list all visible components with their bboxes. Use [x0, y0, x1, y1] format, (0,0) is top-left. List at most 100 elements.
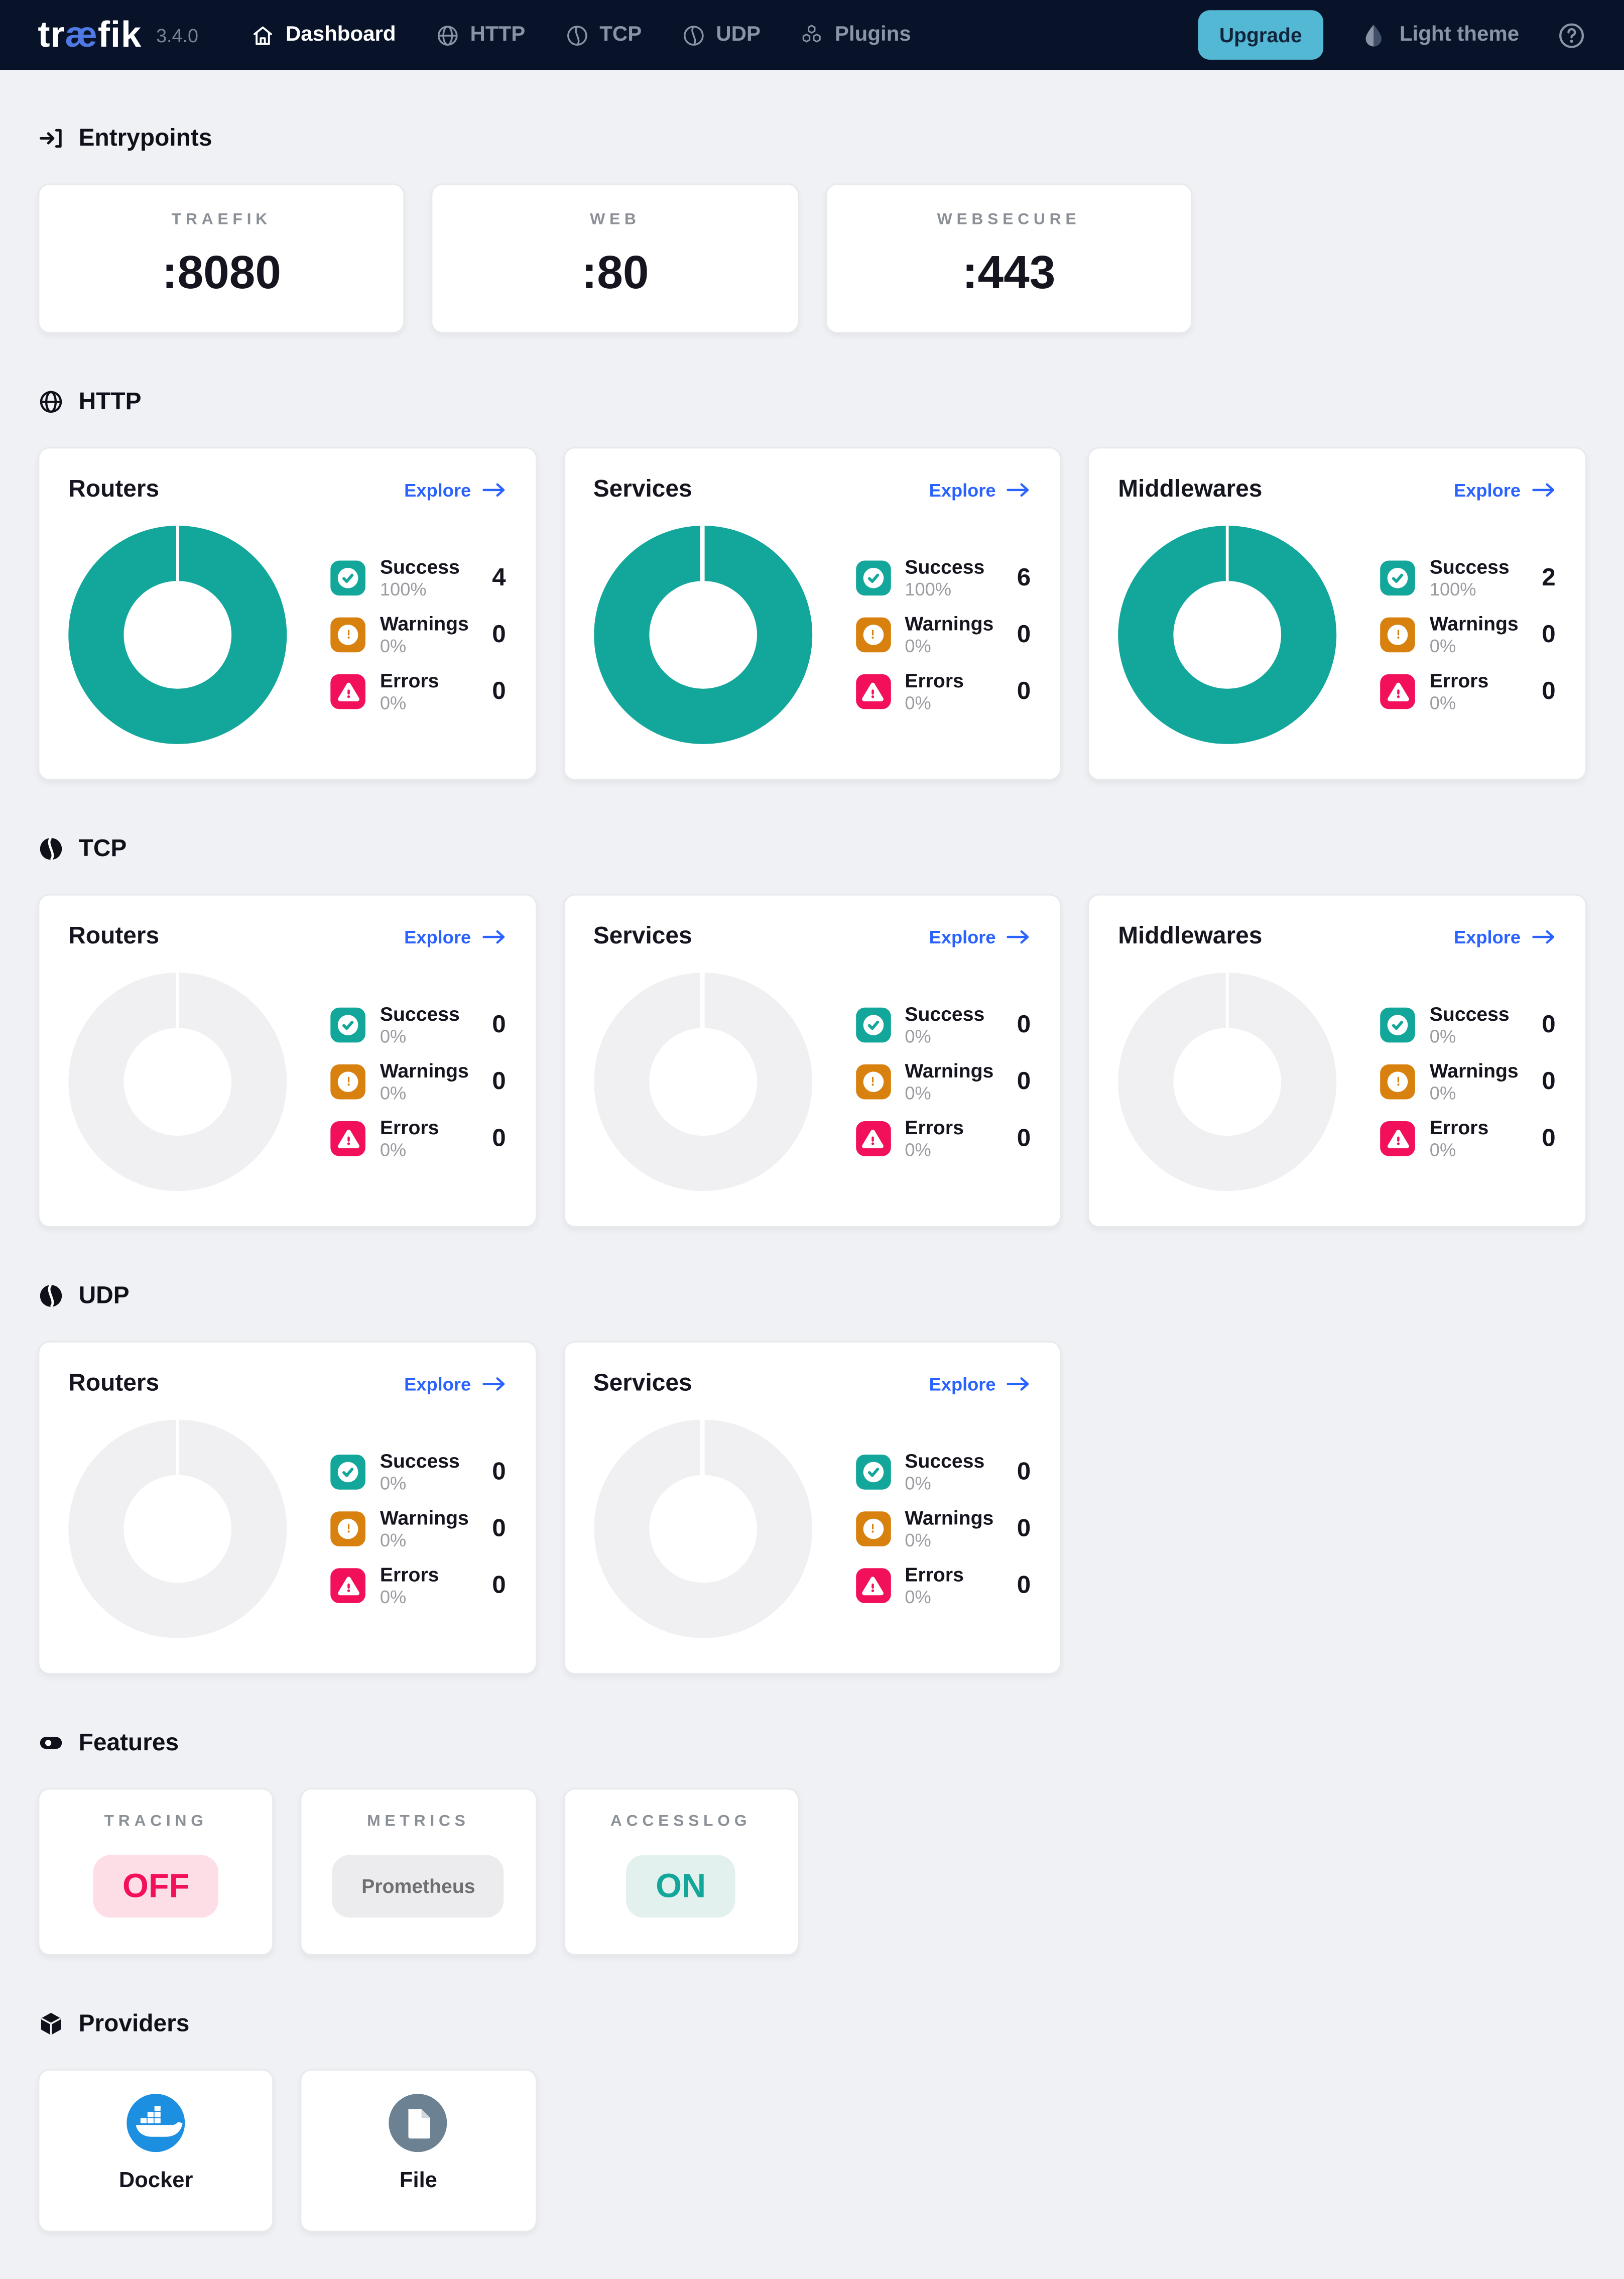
- legend-row: Errors 0% 0: [855, 670, 1031, 713]
- legend-value: 0: [492, 1514, 506, 1542]
- udp-icon: [683, 25, 704, 45]
- donut-chart: [1118, 525, 1337, 744]
- legend-percent: 0%: [380, 1473, 407, 1494]
- feature-name: ACCESSLOG: [610, 1813, 752, 1831]
- card-title: Middlewares: [1118, 476, 1263, 503]
- legend-row: Errors 0% 0: [1380, 670, 1556, 713]
- docker-icon: [127, 2094, 185, 2152]
- legend-percent: 0%: [905, 636, 931, 657]
- legend-percent: 0%: [905, 1026, 931, 1047]
- legend-value: 0: [1017, 1010, 1031, 1038]
- nav-item-label: TCP: [599, 23, 642, 47]
- explore-link[interactable]: Explore: [404, 927, 506, 947]
- main-nav: Dashboard HTTP TCP UDP Plugins: [251, 23, 911, 47]
- legend-row: Errors 0% 0: [1380, 1117, 1556, 1161]
- theme-toggle[interactable]: Light theme: [1360, 21, 1520, 49]
- feature-card-metrics: METRICS Prometheus: [300, 1788, 537, 1956]
- explore-label: Explore: [929, 926, 996, 947]
- explore-label: Explore: [929, 479, 996, 501]
- provider-name: File: [399, 2168, 437, 2193]
- donut-chart: [593, 973, 812, 1191]
- arrow-right-icon: [481, 930, 504, 944]
- legend-label: Errors: [380, 1117, 439, 1139]
- success-icon: [855, 560, 891, 595]
- explore-link[interactable]: Explore: [404, 480, 506, 500]
- legend-label: Errors: [380, 670, 439, 692]
- nav-item-tcp[interactable]: TCP: [565, 23, 642, 47]
- legend-row: Errors 0% 0: [330, 670, 506, 713]
- legend-label: Warnings: [905, 1060, 994, 1082]
- providers-package-icon: [41, 2012, 61, 2035]
- legend-label: Success: [905, 1003, 985, 1025]
- legend-label: Success: [380, 556, 460, 578]
- tcp-section-icon: [40, 837, 62, 861]
- nav-item-plugins[interactable]: Plugins: [800, 23, 911, 47]
- explore-link[interactable]: Explore: [929, 479, 1031, 501]
- error-icon: [855, 1121, 891, 1156]
- explore-link[interactable]: Explore: [1454, 480, 1556, 500]
- donut-legend: Success 100% 2 Warnings 0% 0 Errors 0% 0: [1380, 556, 1556, 713]
- legend-label: Success: [905, 556, 985, 578]
- legend-percent: 0%: [380, 1587, 407, 1608]
- donut-legend: Success 100% 6 Warnings 0% 0 Errors 0% 0: [855, 556, 1031, 713]
- legend-percent: 0%: [380, 636, 407, 657]
- section-title: TCP: [78, 835, 127, 862]
- feature-name: METRICS: [367, 1813, 470, 1831]
- warning-icon: [330, 617, 365, 653]
- explore-link[interactable]: Explore: [929, 927, 1031, 947]
- http-globe-icon: [40, 391, 62, 413]
- features-toggle-icon: [40, 1737, 62, 1749]
- explore-link[interactable]: Explore: [929, 1374, 1031, 1394]
- providers-row: Docker File: [38, 2069, 1586, 2232]
- donut-chart: [593, 525, 812, 744]
- legend-percent: 0%: [905, 1587, 931, 1608]
- card-title: Middlewares: [1118, 923, 1263, 949]
- entrypoint-card-traefik: TRAEFIK :8080: [38, 183, 406, 334]
- success-icon: [855, 1007, 891, 1043]
- legend-value: 0: [492, 1010, 506, 1038]
- providers-section-heading: Providers: [38, 2008, 1586, 2040]
- dashboard-main: Entrypoints TRAEFIK :8080 WEB :80 WEBSEC…: [0, 123, 1624, 2279]
- success-icon: [1380, 1007, 1415, 1043]
- success-icon: [855, 1454, 891, 1490]
- explore-link[interactable]: Explore: [1454, 927, 1556, 947]
- nav-item-dashboard[interactable]: Dashboard: [251, 23, 396, 47]
- legend-row: Warnings 0% 0: [855, 1507, 1031, 1551]
- legend-label: Warnings: [380, 1060, 469, 1082]
- legend-value: 0: [492, 1571, 506, 1599]
- legend-percent: 100%: [380, 579, 427, 600]
- arrow-right-icon: [1531, 483, 1554, 497]
- nav-item-udp[interactable]: UDP: [681, 23, 761, 47]
- donut-legend: Success 0% 0 Warnings 0% 0 Errors 0% 0: [1380, 1003, 1556, 1161]
- legend-value: 0: [492, 1067, 506, 1095]
- section-title: UDP: [78, 1282, 130, 1308]
- upgrade-button[interactable]: Upgrade: [1197, 10, 1324, 60]
- success-icon: [330, 1007, 365, 1043]
- error-icon: [855, 674, 891, 709]
- legend-label: Errors: [905, 670, 964, 692]
- legend-label: Success: [1429, 1003, 1510, 1025]
- help-icon[interactable]: [1556, 20, 1586, 50]
- legend-value: 0: [492, 1457, 506, 1485]
- nav-item-label: HTTP: [470, 23, 526, 47]
- warning-icon: [1380, 617, 1415, 653]
- explore-label: Explore: [404, 926, 471, 947]
- legend-percent: 0%: [1429, 636, 1456, 657]
- nav-item-http[interactable]: HTTP: [435, 23, 525, 47]
- warning-icon: [330, 1511, 365, 1546]
- warning-icon: [330, 1064, 365, 1100]
- donut-chart: [1118, 973, 1337, 1191]
- arrow-right-icon: [1007, 1377, 1029, 1391]
- donut-chart: [593, 1419, 812, 1638]
- explore-link[interactable]: Explore: [404, 1374, 506, 1394]
- feature-status-badge: OFF: [93, 1855, 219, 1918]
- theme-droplet-icon: [1366, 24, 1382, 46]
- traefik-logo[interactable]: træfik: [38, 16, 142, 53]
- theme-label: Light theme: [1399, 23, 1520, 47]
- tcp-icon: [567, 25, 587, 45]
- legend-label: Errors: [1429, 670, 1489, 692]
- legend-value: 0: [1017, 1457, 1031, 1485]
- legend-row: Warnings 0% 0: [330, 613, 506, 657]
- legend-percent: 0%: [905, 693, 931, 714]
- legend-label: Errors: [380, 1564, 439, 1586]
